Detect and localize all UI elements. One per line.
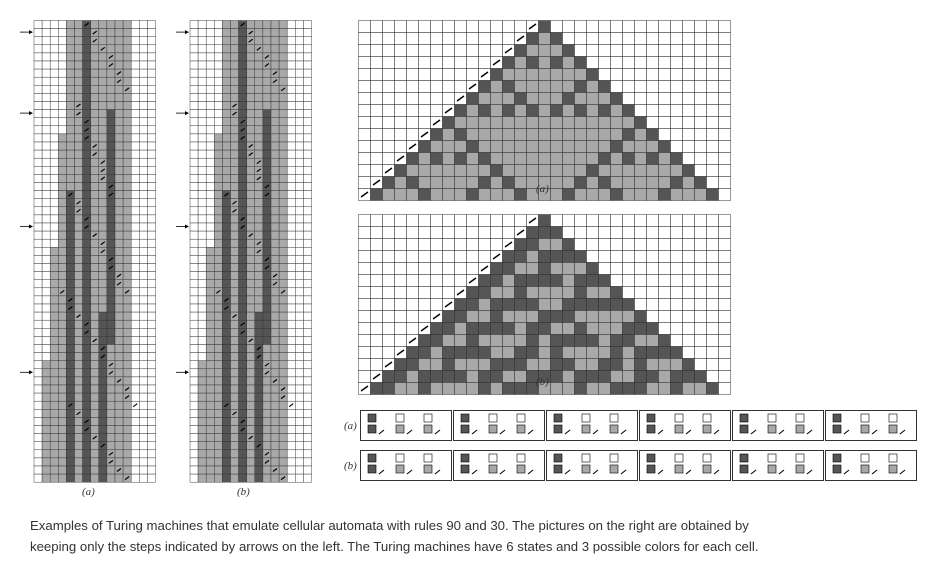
- rules-b-label: (b): [344, 460, 357, 472]
- turing-machine-rules-a: [360, 410, 917, 441]
- turing-machine-evolution-b: [176, 20, 312, 483]
- caption-line-2: keeping only the steps indicated by arro…: [30, 539, 759, 554]
- ca-rule-90-label: (a): [536, 183, 549, 195]
- tm-evolution-a-label: (a): [82, 486, 95, 498]
- turing-machine-rules-b: [360, 450, 917, 481]
- turing-machine-evolution-a: [20, 20, 156, 483]
- tm-evolution-b-label: (b): [237, 486, 250, 498]
- caption-line-1: Examples of Turing machines that emulate…: [30, 518, 749, 533]
- cellular-automaton-rule-30: [358, 214, 731, 395]
- cellular-automaton-rule-90: [358, 20, 731, 201]
- rules-a-label: (a): [344, 420, 357, 432]
- figure-caption: Examples of Turing machines that emulate…: [30, 515, 910, 557]
- ca-rule-30-label: (b): [536, 376, 549, 388]
